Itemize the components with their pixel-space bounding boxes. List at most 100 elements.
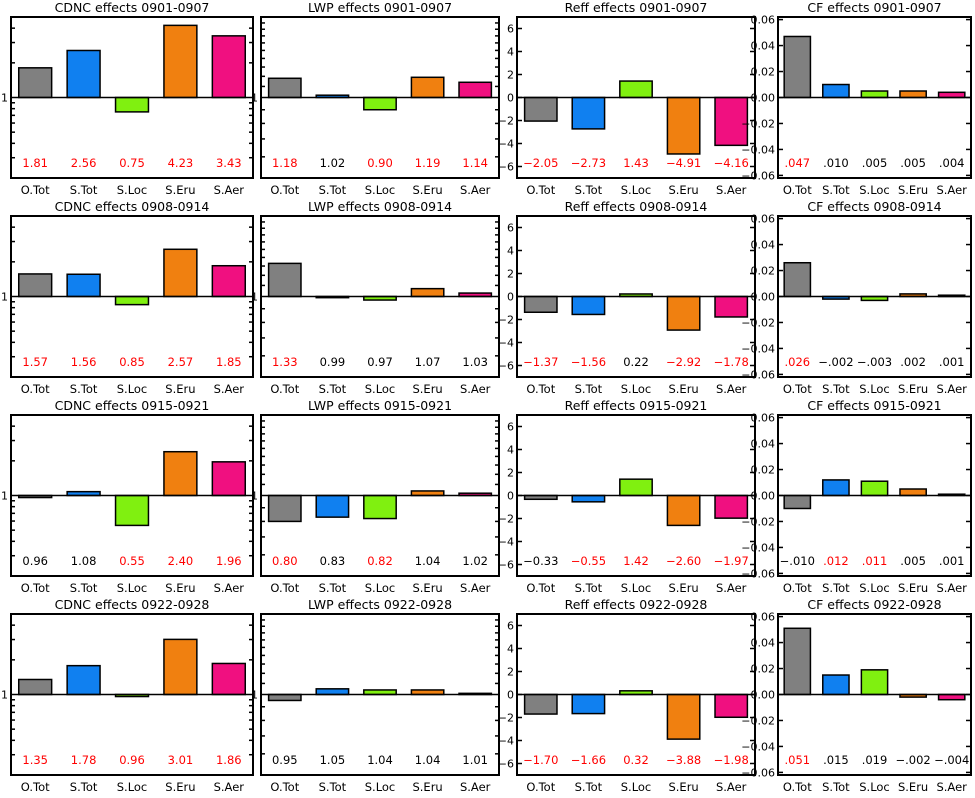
category-label: S.Loc — [117, 780, 148, 794]
value-label: 1.42 — [623, 554, 649, 568]
category-label: S.Tot — [319, 183, 347, 197]
value-label: 1.57 — [22, 355, 48, 369]
category-label: S.Eru — [668, 581, 698, 595]
bar-s-tot — [571, 494, 606, 503]
value-label: .026 — [784, 355, 810, 369]
category-label: S.Eru — [412, 581, 442, 595]
category-label: S.Loc — [117, 382, 148, 396]
y-tick-label: −4 — [498, 536, 514, 549]
value-label: 0.75 — [119, 156, 145, 170]
value-label: 1.03 — [462, 355, 488, 369]
y-tick-label: −0.02 — [741, 316, 775, 329]
value-label: −.003 — [857, 355, 892, 369]
bar-s-aer — [211, 264, 247, 298]
y-tick-label: 4 — [507, 444, 514, 457]
value-label: .047 — [784, 156, 810, 170]
value-label: .005 — [862, 156, 888, 170]
category-label: S.Loc — [621, 780, 652, 794]
category-label: O.Tot — [526, 382, 555, 396]
category-label: S.Loc — [621, 183, 652, 197]
category-label: S.Aer — [214, 581, 245, 595]
value-label: .010 — [823, 156, 849, 170]
value-label: −0.55 — [571, 554, 606, 568]
y-tick-label: −0.02 — [741, 117, 775, 130]
bar-s-loc — [619, 80, 653, 99]
category-label: S.Eru — [668, 183, 698, 197]
value-label: −.004 — [934, 753, 969, 767]
y-tick-label: 6 — [507, 620, 514, 633]
plot-frame — [260, 215, 500, 378]
value-label: −2.05 — [523, 156, 558, 170]
bar-s-eru — [410, 76, 445, 99]
category-label: S.Loc — [621, 382, 652, 396]
bar-s-tot — [822, 479, 850, 497]
value-label: −3.88 — [666, 753, 701, 767]
panel-title: LWP effects 0922-0928 — [308, 597, 452, 612]
y-tick-label: 0.04 — [751, 438, 776, 451]
value-label: −0.33 — [523, 554, 558, 568]
value-label: 0.96 — [22, 554, 48, 568]
value-label: 1.81 — [22, 156, 48, 170]
bar-s-loc — [860, 90, 889, 99]
panel-title: LWP effects 0901-0907 — [308, 0, 452, 15]
bar-s-eru — [163, 450, 198, 497]
bar-s-eru — [666, 693, 701, 740]
plot-frame — [260, 414, 500, 577]
bar-s-tot — [571, 693, 606, 715]
panel-title: CDNC effects 0908-0914 — [55, 199, 210, 214]
y-tick-label: 0.02 — [751, 464, 776, 477]
bar-s-tot — [315, 688, 350, 696]
y-tick-label: 0.06 — [751, 14, 776, 27]
bar-s-tot — [315, 494, 350, 518]
y-tick-label: −4 — [498, 735, 514, 748]
bar-s-loc — [114, 295, 150, 306]
value-label: −4.16 — [714, 156, 749, 170]
y-tick-label: 6 — [507, 222, 514, 235]
panel-title: LWP effects 0915-0921 — [308, 398, 452, 413]
y-tick-label: 1 — [251, 92, 258, 105]
plot-frame — [10, 613, 254, 776]
category-label: S.Tot — [319, 382, 347, 396]
value-label: 1.35 — [22, 753, 48, 767]
category-label: S.Aer — [936, 382, 967, 396]
y-tick-label: 0.04 — [751, 40, 776, 53]
category-label: S.Aer — [716, 581, 747, 595]
category-label: S.Tot — [70, 382, 98, 396]
y-tick-label: 2 — [507, 467, 514, 480]
category-label: S.Aer — [936, 183, 967, 197]
y-tick-label: 0.02 — [751, 66, 776, 79]
panel-cf-3: CF effects 0915-0921 0.06 0.04 0.02 0.00 −0.0… — [741, 398, 972, 595]
panel-lwp-2: LWP effects 0908-0914 1 1.33 O.Tot 0.99 S.Tot… — [251, 199, 500, 396]
y-tick-label: 1 — [1, 689, 8, 702]
bar-s-aer — [714, 96, 749, 147]
panel-cdnc-1: CDNC effects 0901-0907 1 1.81 O.Tot 2.56 S.To… — [1, 0, 254, 197]
y-tick-label: 0.02 — [751, 265, 776, 278]
bar-s-loc — [114, 96, 150, 113]
panel-cdnc-3: CDNC effects 0915-0921 1 0.96 O.Tot 1.08 S.To… — [1, 398, 254, 595]
category-label: S.Aer — [214, 780, 245, 794]
bar-s-aer — [211, 461, 247, 497]
value-label: 1.18 — [272, 156, 298, 170]
value-label: 1.08 — [71, 554, 97, 568]
panel-title: CDNC effects 0922-0928 — [55, 597, 210, 612]
y-tick-label: −0.04 — [741, 143, 775, 156]
value-label: −4.91 — [666, 156, 701, 170]
category-label: O.Tot — [21, 780, 50, 794]
panel-title: Reff effects 0915-0921 — [565, 398, 708, 413]
y-tick-label: 0 — [507, 490, 514, 503]
bar-s-tot — [66, 273, 101, 298]
value-label: −.002 — [818, 355, 853, 369]
y-tick-label: 2 — [507, 69, 514, 82]
category-label: O.Tot — [21, 581, 50, 595]
y-tick-label: 0 — [507, 689, 514, 702]
category-label: S.Loc — [859, 581, 890, 595]
y-tick-label: −0.06 — [741, 766, 775, 779]
bar-s-tot — [571, 96, 606, 130]
value-label: −2.92 — [666, 355, 701, 369]
value-label: 2.56 — [71, 156, 97, 170]
bar-o-tot — [267, 494, 302, 523]
category-label: S.Loc — [859, 183, 890, 197]
value-label: .012 — [823, 554, 849, 568]
category-label: O.Tot — [21, 183, 50, 197]
category-label: S.Aer — [460, 780, 491, 794]
